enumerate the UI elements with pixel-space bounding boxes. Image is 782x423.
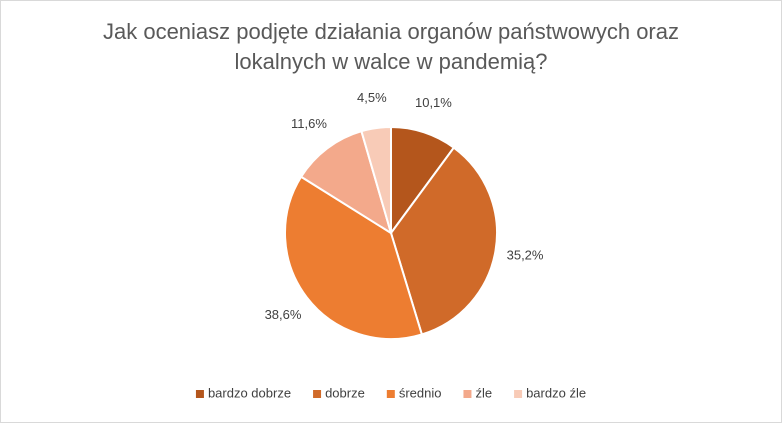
pie-slice [284,175,424,340]
legend-swatch [514,390,523,398]
chart-title: Jak oceniasz podjęte działania organów p… [102,19,679,74]
legend-label: dobrze [325,385,365,400]
legend-swatch [463,390,472,398]
data-label: 4,5% [357,90,387,105]
legend-swatch [313,390,322,398]
pie-slice [389,146,498,336]
data-label: 10,1% [415,95,452,110]
data-label: 35,2% [507,247,544,262]
pie-slice [360,125,392,234]
legend-label: bardzo źle [526,385,586,400]
data-label: 11,6% [291,116,327,131]
legend-label: bardzo dobrze [208,385,291,400]
legend-label: źle [475,385,492,400]
legend-label: średnio [399,385,442,400]
legend-swatch [386,390,395,398]
data-label: 38,6% [265,307,302,322]
legend-swatch [195,390,204,398]
